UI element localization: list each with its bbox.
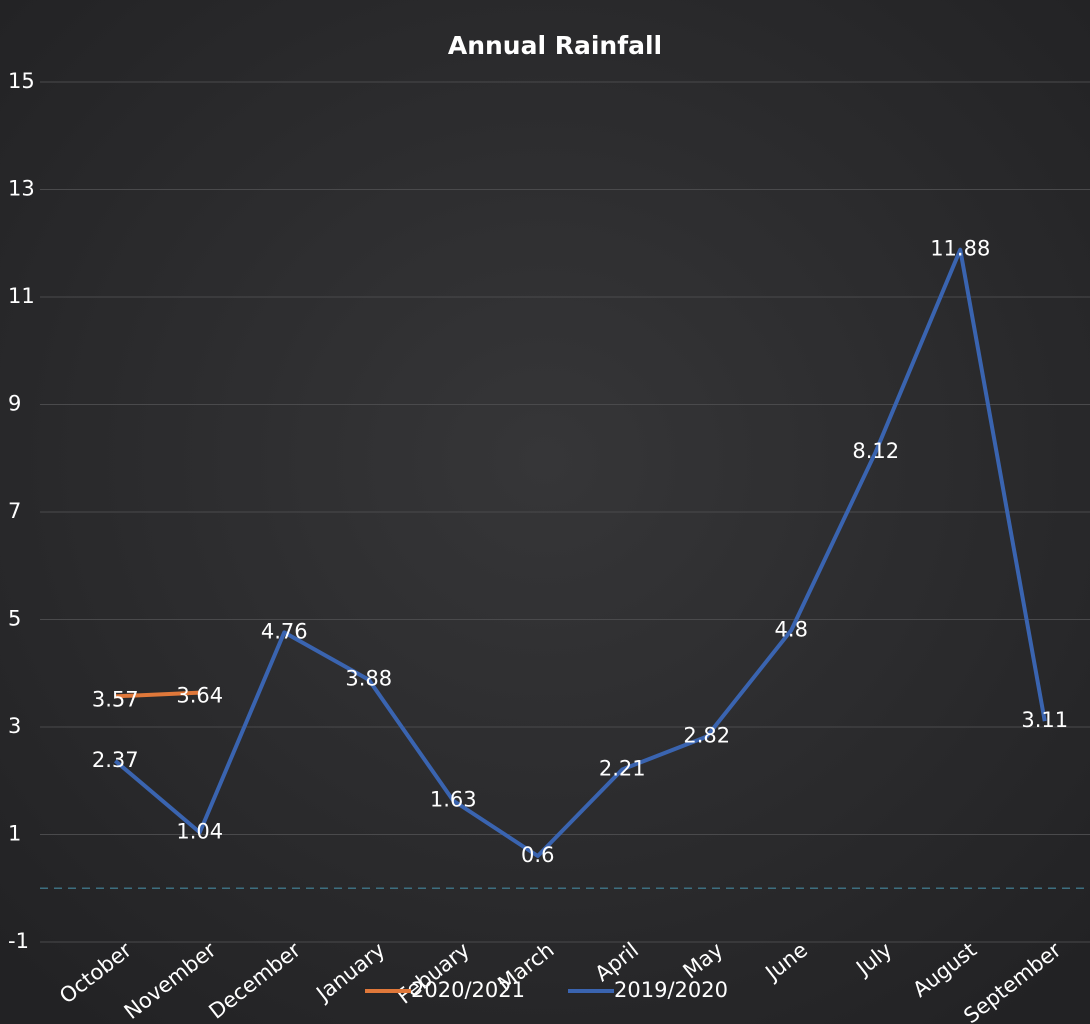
data-label: 3.64 [176, 684, 223, 708]
series-line [115, 690, 200, 699]
y-tick-label: 13 [8, 177, 35, 201]
y-tick-label: 3 [8, 714, 21, 738]
data-label: 1.04 [176, 819, 223, 843]
y-tick-label: 15 [8, 69, 35, 93]
legend-label: 2019/2020 [614, 978, 728, 1002]
y-tick-label: 1 [8, 822, 21, 846]
y-tick-label: -1 [8, 929, 29, 953]
chart-title: Annual Rainfall [448, 31, 662, 60]
series-line [113, 247, 1047, 858]
y-tick-label: 11 [8, 284, 35, 308]
data-label: 3.11 [1021, 708, 1068, 732]
data-label: 2.37 [92, 748, 139, 772]
y-tick-label: 7 [8, 499, 21, 523]
data-label: 4.76 [261, 619, 308, 643]
data-label: 1.63 [430, 788, 477, 812]
y-tick-label: 5 [8, 607, 21, 631]
data-label: 3.57 [92, 687, 139, 711]
y-tick-label: 9 [8, 392, 21, 416]
data-label: 2.82 [683, 724, 730, 748]
data-label: 0.6 [521, 843, 554, 867]
data-label: 4.8 [775, 617, 808, 641]
data-label: 3.88 [345, 667, 392, 691]
data-label: 2.21 [599, 756, 646, 780]
legend-label: 2020/2021 [411, 978, 525, 1002]
data-label: 8.12 [852, 439, 899, 463]
data-label: 11.88 [930, 237, 990, 261]
